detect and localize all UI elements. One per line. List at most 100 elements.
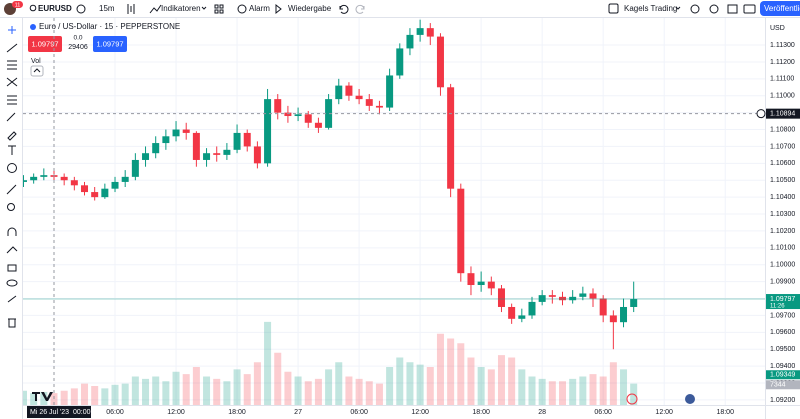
chart-type[interactable] (127, 4, 135, 14)
alarm-icon[interactable] (237, 4, 247, 14)
cross-tool[interactable] (8, 26, 16, 34)
candle-body (192, 132, 200, 160)
candle-body (569, 296, 577, 301)
candle-body (365, 99, 373, 106)
flag-icon[interactable] (685, 394, 695, 404)
account[interactable]: Kagels Trading (624, 4, 677, 13)
symbol[interactable]: EURUSD (38, 4, 72, 13)
settings[interactable] (709, 4, 719, 14)
tv-logo (32, 392, 53, 401)
magnet-tool[interactable] (7, 227, 17, 236)
dropdown[interactable] (675, 6, 681, 10)
event-icon[interactable] (626, 393, 638, 405)
redo[interactable] (355, 4, 365, 14)
crosshair-price-box (766, 108, 800, 119)
buy-button[interactable] (93, 36, 127, 52)
pen-tool[interactable] (7, 131, 17, 141)
replay-icon[interactable] (275, 3, 282, 15)
dropdown[interactable] (201, 6, 207, 10)
y-tick-label: 1.10800 (770, 126, 795, 133)
last-price-box (766, 294, 800, 310)
candle-body (142, 153, 150, 160)
volume-bar (355, 378, 363, 405)
forecast-tool[interactable] (7, 95, 17, 105)
alert[interactable]: Alarm (249, 4, 270, 13)
emoji-tool[interactable] (7, 163, 17, 173)
candle-body (111, 181, 119, 189)
indicators[interactable]: Indikatoren (161, 4, 201, 13)
text-tool[interactable] (8, 145, 16, 155)
volume-bar (365, 381, 373, 405)
volume-bar (142, 378, 150, 405)
candle-body (60, 176, 68, 181)
undo[interactable] (339, 4, 349, 14)
volume-bar (314, 378, 322, 405)
candle-body (386, 75, 394, 108)
candle-body (355, 95, 363, 100)
candle-body (70, 180, 78, 186)
x-tick-label: 12:00 (655, 409, 673, 416)
volume-bar (477, 367, 485, 405)
zoom-tool[interactable] (7, 203, 15, 211)
y-tick-label: 1.10100 (770, 245, 795, 252)
brush-tool[interactable] (6, 112, 16, 122)
x-tick-label: 18:00 (472, 409, 490, 416)
volume-bar (559, 381, 566, 405)
line-tool[interactable] (6, 43, 18, 53)
pattern-tool[interactable] (6, 77, 18, 87)
quick-search[interactable] (690, 4, 700, 14)
collapse-button[interactable] (30, 65, 44, 77)
interval[interactable]: 15m (99, 4, 115, 13)
checkbox[interactable] (608, 3, 619, 14)
volume-bar (436, 333, 444, 405)
y-tick-label: 1.09200 (770, 397, 795, 404)
countdown: 11:26 (770, 304, 785, 310)
volume-bar (497, 355, 505, 405)
candle-body (172, 129, 180, 137)
volume-bar (335, 362, 343, 405)
candle-body (426, 28, 434, 37)
buy-price[interactable]: 1.09797 (96, 39, 123, 48)
candle-body (182, 129, 190, 133)
volume-bar (213, 378, 221, 405)
visibility-tool[interactable] (6, 279, 18, 287)
publish[interactable]: Veröffentlichen (764, 4, 800, 13)
candle-body (274, 99, 282, 113)
candle-body (304, 114, 312, 123)
volume-bar (121, 383, 129, 405)
y-tick-label: 1.10200 (770, 228, 795, 235)
x-tick-label: 12:00 (411, 409, 429, 416)
search-icon[interactable] (29, 4, 37, 12)
replay[interactable]: Wiedergabe (288, 4, 332, 13)
y-tick-label: 1.11200 (770, 59, 795, 66)
snapshot[interactable] (743, 4, 756, 14)
fib-tool[interactable] (7, 60, 17, 70)
layout-icon[interactable] (214, 4, 224, 14)
volume-bar (182, 374, 190, 405)
x-tick-label: 06:00 (350, 409, 368, 416)
candle-body (518, 315, 526, 319)
volume-bar (609, 362, 617, 405)
delete-tool[interactable] (8, 318, 16, 328)
volume-bar (620, 369, 628, 405)
link-tool[interactable] (7, 295, 17, 303)
candle-body (416, 28, 424, 35)
volume-bar (569, 378, 577, 405)
x-tick-label: 18:00 (228, 409, 246, 416)
candle-body (609, 315, 617, 323)
draw-mode[interactable] (6, 246, 18, 254)
indicators-icon[interactable] (149, 4, 162, 14)
ruler-tool[interactable] (6, 184, 17, 195)
candle-body (548, 295, 556, 297)
sell-price[interactable]: 1.09797 (31, 39, 58, 48)
add-symbol[interactable] (76, 4, 86, 14)
volume-bar (426, 367, 434, 405)
add-alert[interactable] (756, 109, 766, 119)
volume-bar (70, 388, 78, 405)
volume-bar (518, 369, 526, 405)
publish-button[interactable] (760, 1, 800, 16)
plot-area (23, 18, 765, 405)
fullscreen[interactable] (727, 4, 738, 14)
candle-body (121, 176, 129, 182)
lock-tool[interactable] (7, 264, 17, 272)
